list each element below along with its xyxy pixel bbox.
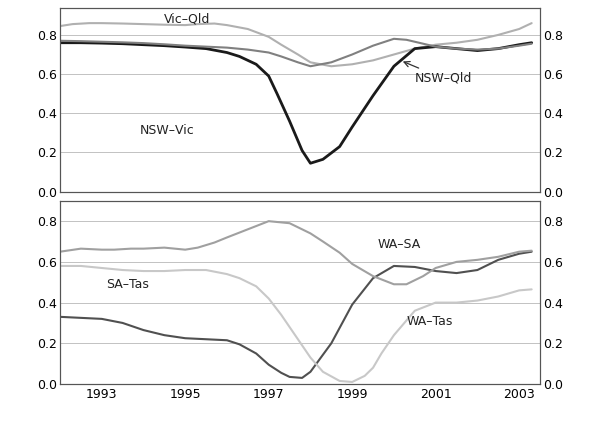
- Text: SA–Tas: SA–Tas: [106, 279, 149, 291]
- Text: WA–SA: WA–SA: [377, 238, 421, 251]
- Text: NSW–Qld: NSW–Qld: [404, 62, 472, 85]
- Text: WA–Tas: WA–Tas: [406, 315, 453, 328]
- Text: Vic–Qld: Vic–Qld: [164, 13, 211, 26]
- Text: NSW–Vic: NSW–Vic: [139, 124, 194, 137]
